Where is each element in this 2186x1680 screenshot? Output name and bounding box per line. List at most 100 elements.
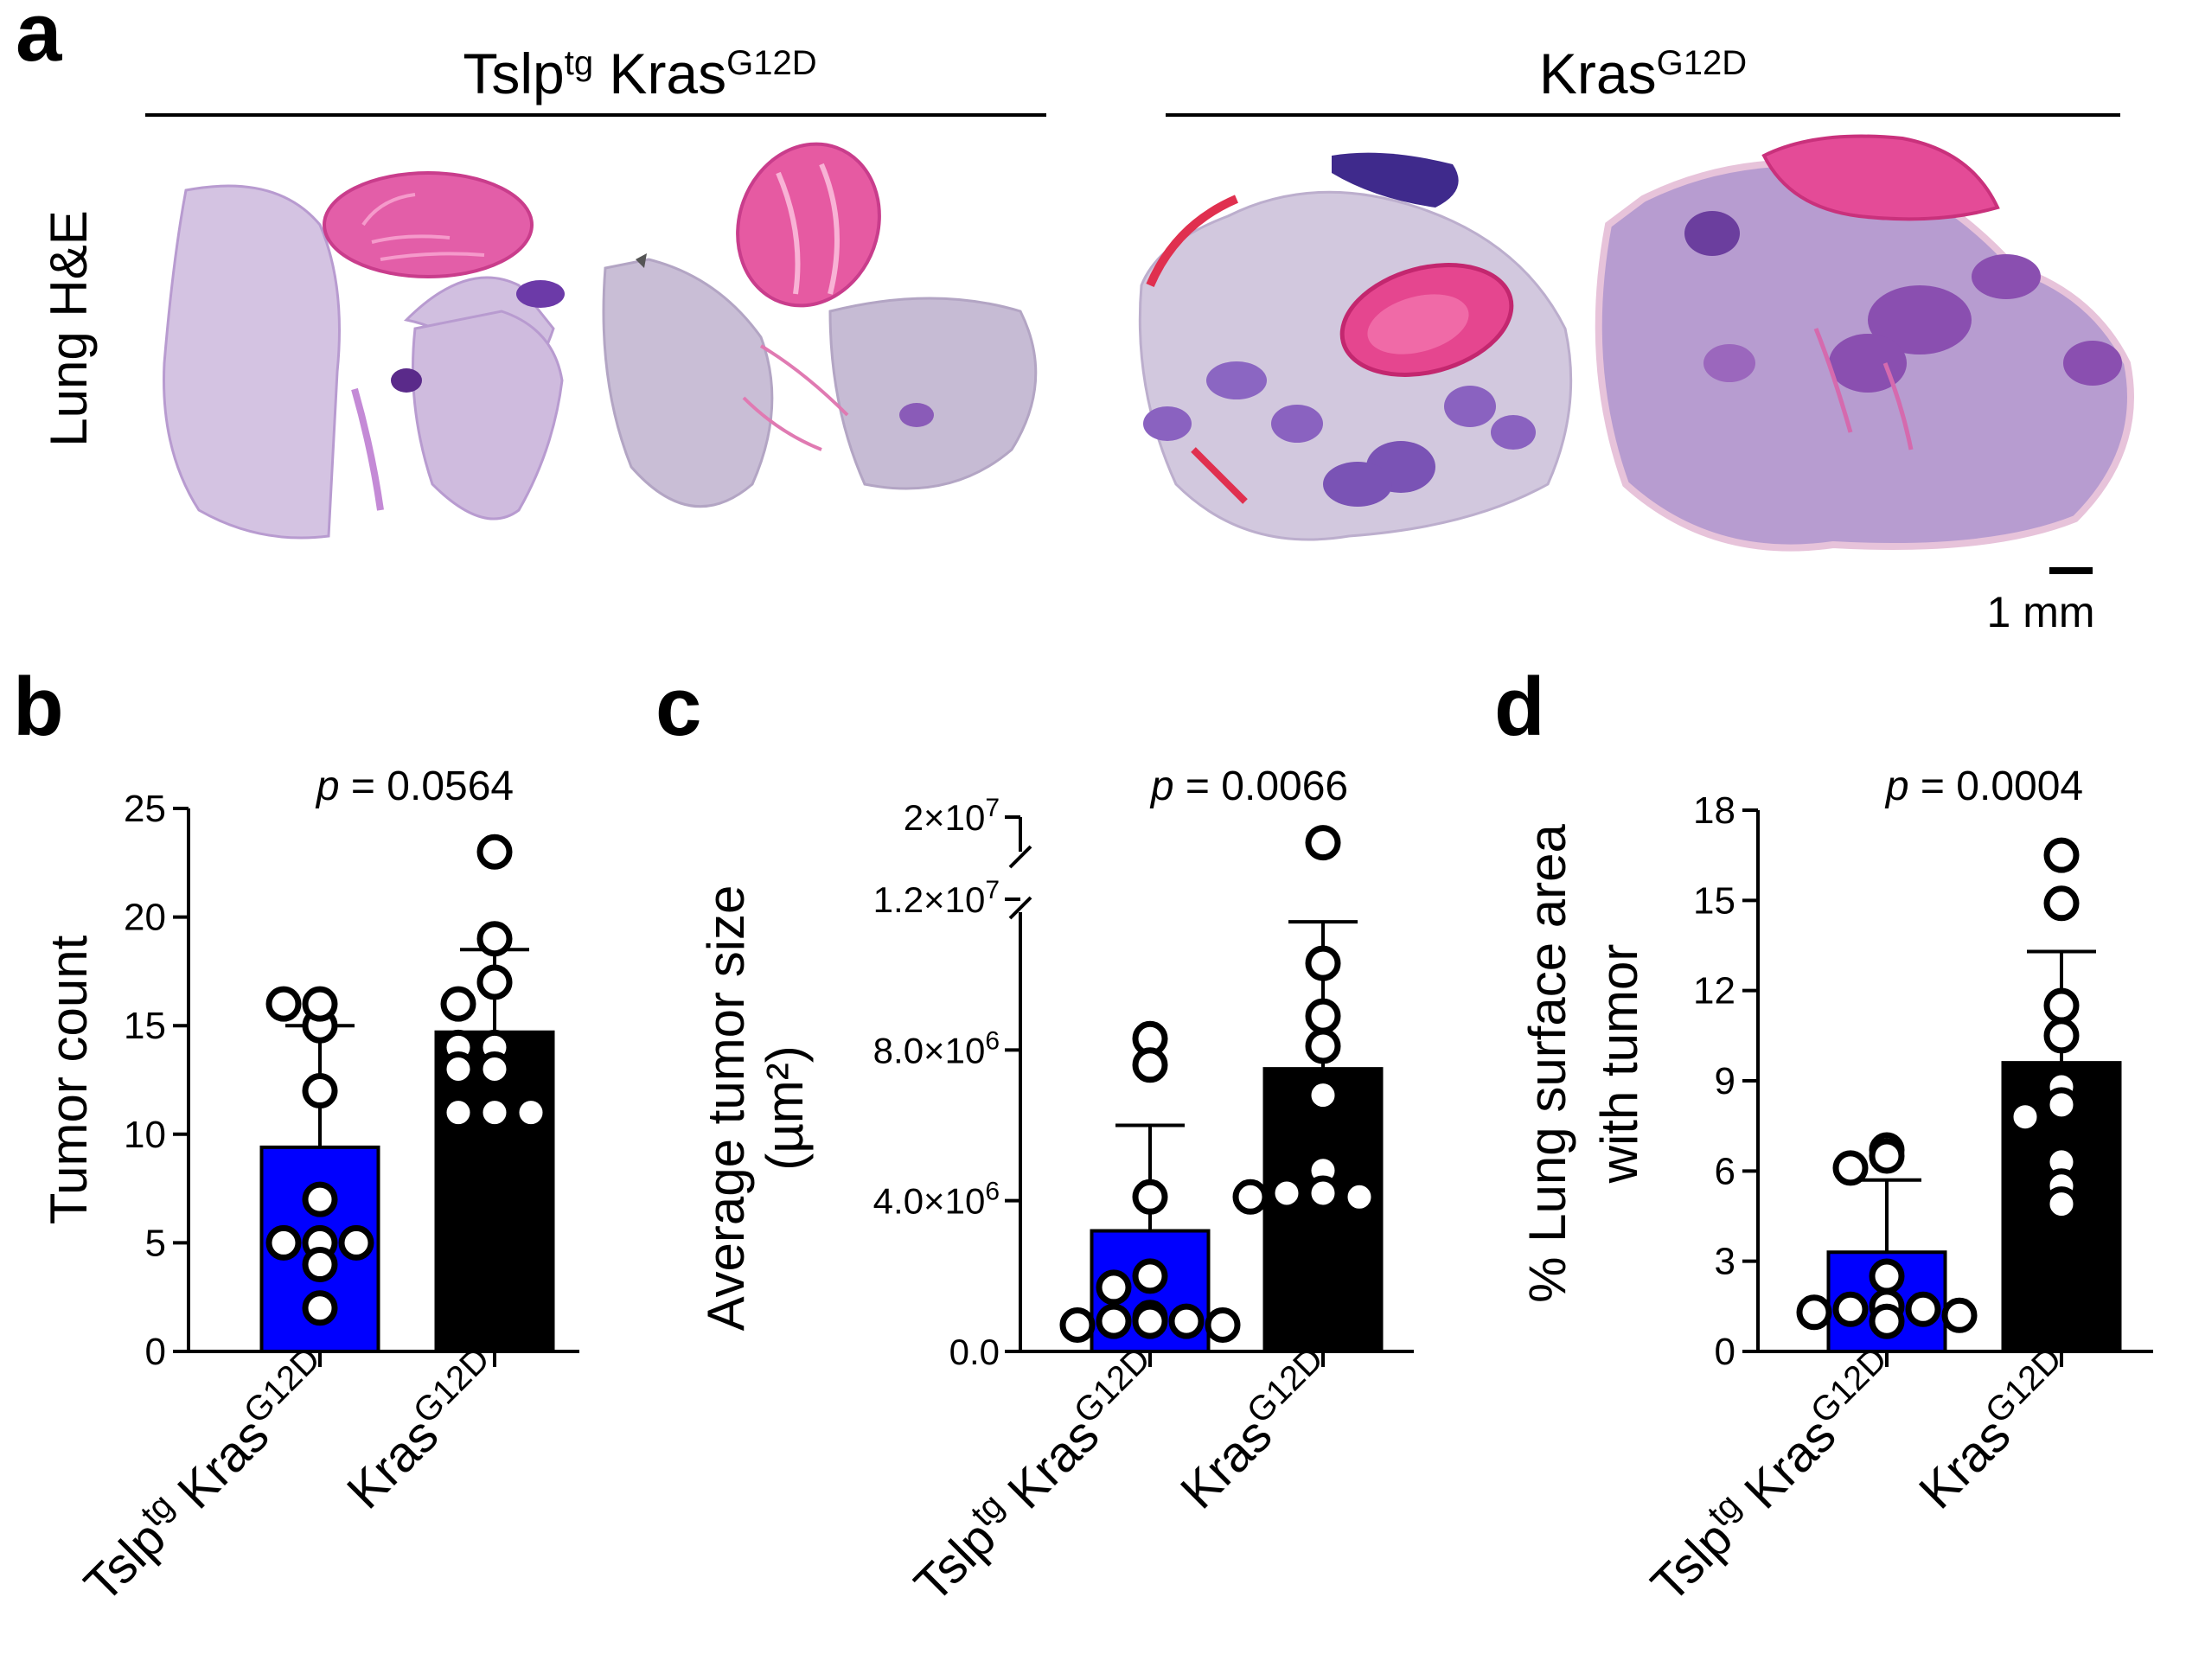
panel-c: c p = 0.0066 Average tumor size (µm²) 0.0 4.… bbox=[655, 661, 1414, 1613]
y-tick-label: 5 bbox=[145, 1222, 166, 1264]
data-point bbox=[1869, 1258, 1905, 1294]
data-point bbox=[302, 1290, 338, 1326]
panel-label-b: b bbox=[13, 661, 64, 753]
data-point bbox=[1059, 1306, 1096, 1343]
data-point bbox=[1205, 1306, 1241, 1343]
y-tick-label: 3 bbox=[1715, 1241, 1735, 1283]
data-point bbox=[2007, 1099, 2043, 1135]
x-category-label: Tslptg KrasG12D bbox=[901, 1340, 1174, 1613]
panel-d: d p = 0.0004 % Lung surface area with tumo… bbox=[1494, 661, 2153, 1613]
panel-label-a: a bbox=[16, 0, 62, 79]
y-tick-label: 25 bbox=[124, 788, 166, 830]
data-point bbox=[1132, 1179, 1168, 1215]
data-point bbox=[1269, 1175, 1305, 1211]
data-point bbox=[1341, 1179, 1377, 1215]
x-category-label: Tslptg KrasG12D bbox=[1638, 1340, 1911, 1613]
data-point bbox=[476, 1095, 513, 1131]
data-point bbox=[2043, 1018, 2080, 1054]
data-point bbox=[1305, 1175, 1341, 1211]
data-point bbox=[1096, 1269, 1132, 1306]
group-title-tslp-kras: Tslptg KrasG12D bbox=[463, 42, 816, 105]
data-point bbox=[1132, 1047, 1168, 1083]
y-tick-label: 10 bbox=[124, 1114, 166, 1156]
y-tick-label: 15 bbox=[124, 1005, 166, 1047]
y-tick-label: 12 bbox=[1693, 970, 1735, 1012]
y-tick-label: 15 bbox=[1693, 879, 1735, 922]
y-axis-label-line2: (µm²) bbox=[756, 1045, 814, 1171]
data-point bbox=[1232, 1179, 1269, 1215]
data-point bbox=[338, 1224, 374, 1261]
data-point bbox=[302, 1073, 338, 1109]
data-point bbox=[476, 964, 513, 1000]
data-point bbox=[2043, 1087, 2080, 1123]
y-tick-label: 4.0×106 bbox=[873, 1177, 1000, 1222]
data-point bbox=[1305, 825, 1341, 861]
data-point bbox=[2043, 837, 2080, 873]
data-point bbox=[1832, 1291, 1869, 1327]
data-point bbox=[440, 1051, 476, 1087]
data-point bbox=[1796, 1294, 1832, 1331]
data-point bbox=[1305, 1028, 1341, 1064]
panel-b: b p = 0.0564 Tumor count 0 5 10 15 20 25 Tslptg … bbox=[13, 661, 579, 1613]
y-tick-label: 6 bbox=[1715, 1150, 1735, 1192]
panel-a: a Tslptg KrasG12D KrasG12D Lung H&E bbox=[16, 0, 2134, 636]
data-point bbox=[1305, 1077, 1341, 1114]
axis-break-mark bbox=[1008, 896, 1032, 920]
x-category-label: KrasG12D bbox=[333, 1340, 513, 1520]
group-title-kras: KrasG12D bbox=[1539, 42, 1747, 105]
panel-label-c: c bbox=[655, 661, 701, 753]
p-value-label: p = 0.0004 bbox=[1884, 763, 2083, 809]
data-point bbox=[2043, 885, 2080, 922]
data-point bbox=[476, 834, 513, 870]
data-point bbox=[1941, 1297, 1978, 1333]
data-point bbox=[1132, 1303, 1168, 1339]
row-label-lung-he: Lung H&E bbox=[40, 210, 98, 447]
y-axis-label: Average tumor size bbox=[697, 885, 755, 1332]
data-point bbox=[440, 1095, 476, 1131]
data-point bbox=[302, 1247, 338, 1283]
data-point bbox=[1096, 1303, 1132, 1339]
data-point bbox=[476, 921, 513, 957]
histology-image-3 bbox=[1138, 152, 1573, 541]
data-point bbox=[1869, 1138, 1905, 1174]
y-axis-label-line2: with tumor bbox=[1590, 944, 1648, 1185]
x-category-label: KrasG12D bbox=[1167, 1340, 1346, 1520]
histology-image-2 bbox=[602, 142, 1038, 508]
y-tick-label: 0 bbox=[145, 1331, 166, 1373]
panel-label-d: d bbox=[1494, 661, 1545, 753]
y-axis-label: Tumor count bbox=[40, 935, 98, 1224]
data-point bbox=[1832, 1150, 1869, 1186]
y-tick-label: 20 bbox=[124, 897, 166, 939]
y-tick-label: 2×107 bbox=[904, 794, 1000, 839]
histology-image-4 bbox=[1595, 134, 2134, 552]
data-point bbox=[265, 1224, 302, 1261]
scale-bar-label: 1 mm bbox=[1987, 588, 2095, 636]
y-tick-label: 1.2×107 bbox=[873, 876, 1000, 921]
data-point bbox=[265, 986, 302, 1022]
y-tick-label: 18 bbox=[1693, 789, 1735, 832]
data-point bbox=[302, 986, 338, 1022]
data-point bbox=[1132, 1258, 1168, 1294]
data-point bbox=[1305, 998, 1341, 1034]
data-point bbox=[2043, 1186, 2080, 1223]
p-value-label: p = 0.0066 bbox=[1149, 763, 1348, 809]
data-point bbox=[440, 986, 476, 1022]
x-category-label: Tslptg KrasG12D bbox=[71, 1340, 344, 1613]
histology-image-1 bbox=[163, 171, 565, 540]
data-point bbox=[2043, 987, 2080, 1024]
data-point bbox=[302, 1181, 338, 1217]
y-tick-label: 9 bbox=[1715, 1060, 1735, 1102]
y-tick-label: 8.0×106 bbox=[873, 1026, 1000, 1071]
p-value-label: p = 0.0564 bbox=[315, 763, 514, 809]
x-category-label: KrasG12D bbox=[1905, 1340, 2085, 1520]
data-point bbox=[1168, 1303, 1205, 1339]
y-tick-label: 0 bbox=[1715, 1331, 1735, 1373]
y-tick-label: 0.0 bbox=[949, 1332, 1000, 1372]
data-point bbox=[513, 1095, 549, 1131]
data-point bbox=[1905, 1291, 1941, 1327]
data-point bbox=[1305, 945, 1341, 981]
y-axis-label: % Lung surface area bbox=[1518, 824, 1576, 1303]
data-point bbox=[476, 1051, 513, 1087]
axis-break-mark bbox=[1008, 845, 1032, 869]
